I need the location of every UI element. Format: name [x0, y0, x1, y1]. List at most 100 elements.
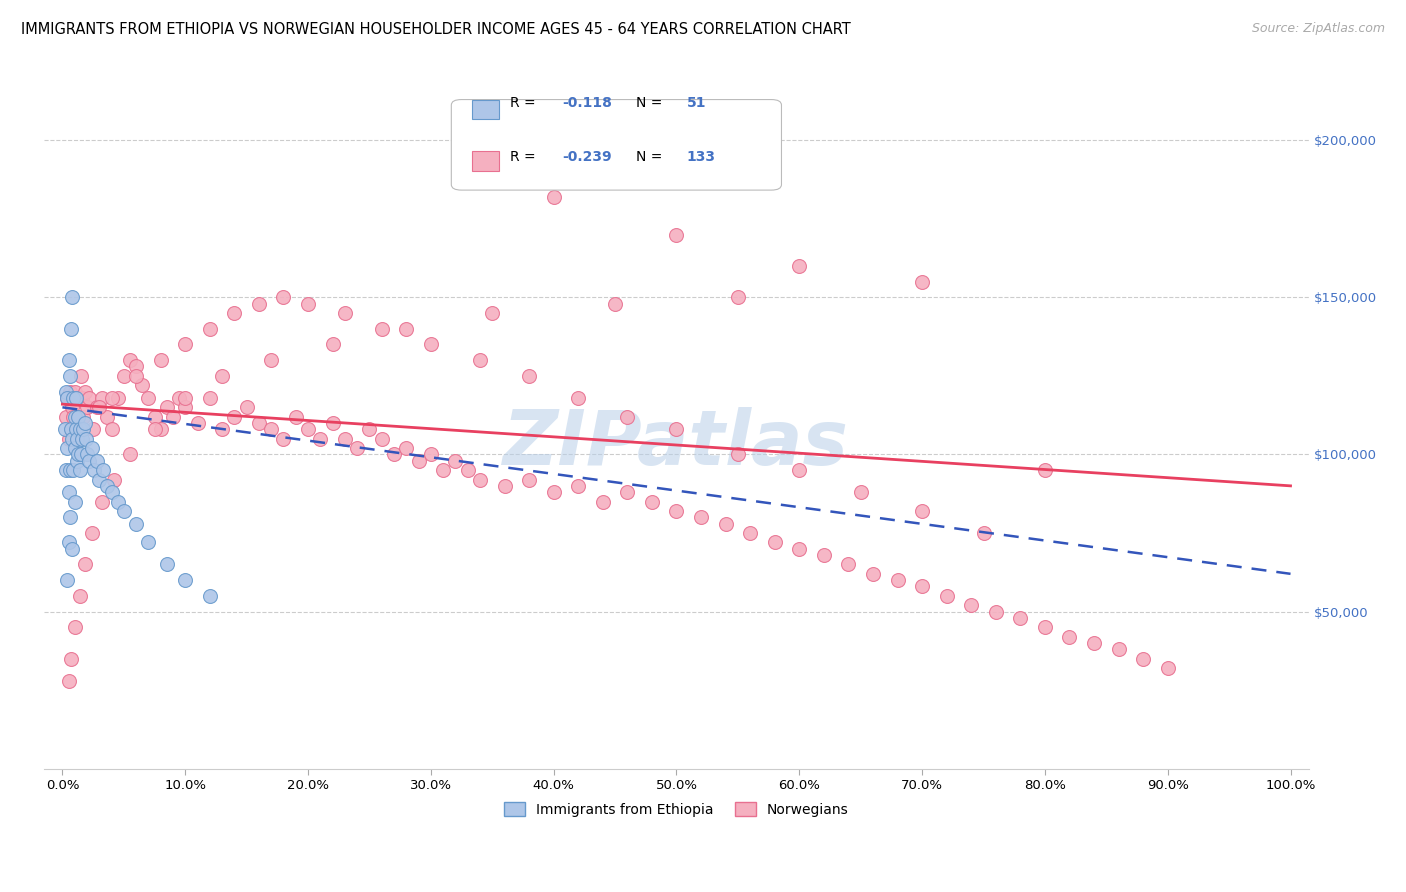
Point — [740, 526, 762, 541]
Point — [665, 422, 688, 436]
Point — [149, 353, 172, 368]
Point — [911, 579, 934, 593]
Point — [419, 447, 441, 461]
Point — [727, 290, 749, 304]
Point — [322, 337, 344, 351]
Point — [395, 322, 418, 336]
Point — [665, 227, 688, 242]
Point — [260, 353, 283, 368]
Point — [76, 401, 98, 415]
Point — [911, 504, 934, 518]
Point — [616, 409, 638, 424]
Point — [67, 447, 90, 461]
Point — [60, 401, 83, 415]
Point — [58, 432, 80, 446]
Point — [90, 391, 112, 405]
Point — [60, 422, 83, 436]
Point — [143, 409, 166, 424]
Point — [260, 422, 283, 436]
Point — [76, 447, 98, 461]
Point — [432, 463, 454, 477]
Point — [198, 391, 221, 405]
Point — [86, 454, 108, 468]
Point — [112, 368, 135, 383]
Text: R =: R = — [509, 96, 540, 110]
Point — [714, 516, 737, 531]
Point — [66, 432, 89, 446]
Point — [247, 296, 270, 310]
Point — [517, 368, 540, 383]
Text: 133: 133 — [686, 150, 716, 164]
Point — [174, 573, 197, 587]
FancyBboxPatch shape — [451, 100, 782, 190]
Point — [62, 391, 84, 405]
Point — [69, 447, 91, 461]
Point — [211, 422, 233, 436]
Point — [886, 573, 908, 587]
Point — [813, 548, 835, 562]
Point — [125, 516, 148, 531]
Point — [1010, 611, 1032, 625]
Point — [118, 447, 141, 461]
Point — [333, 432, 356, 446]
Point — [543, 190, 565, 204]
Point — [55, 463, 77, 477]
Point — [89, 473, 111, 487]
Point — [543, 485, 565, 500]
Point — [1108, 642, 1130, 657]
Point — [297, 296, 319, 310]
Point — [62, 409, 84, 424]
FancyBboxPatch shape — [471, 100, 499, 119]
Point — [103, 473, 125, 487]
Point — [72, 409, 94, 424]
Point — [60, 422, 83, 436]
Point — [174, 391, 197, 405]
Point — [690, 510, 713, 524]
Point — [984, 605, 1007, 619]
Text: IMMIGRANTS FROM ETHIOPIA VS NORWEGIAN HOUSEHOLDER INCOME AGES 45 - 64 YEARS CORR: IMMIGRANTS FROM ETHIOPIA VS NORWEGIAN HO… — [21, 22, 851, 37]
Point — [849, 485, 872, 500]
Text: ZIPatlas: ZIPatlas — [503, 407, 849, 481]
Point — [63, 494, 86, 508]
FancyBboxPatch shape — [471, 152, 499, 170]
Point — [59, 463, 82, 477]
Point — [273, 432, 295, 446]
Point — [763, 535, 786, 549]
Text: N =: N = — [636, 96, 666, 110]
Point — [53, 422, 76, 436]
Legend: Immigrants from Ethiopia, Norwegians: Immigrants from Ethiopia, Norwegians — [498, 795, 855, 824]
Point — [118, 353, 141, 368]
Point — [346, 441, 368, 455]
Point — [79, 391, 101, 405]
Point — [59, 384, 82, 399]
Point — [138, 391, 160, 405]
Point — [787, 541, 810, 556]
Point — [911, 275, 934, 289]
Point — [862, 566, 884, 581]
Text: 51: 51 — [686, 96, 706, 110]
Point — [73, 558, 96, 572]
Point — [395, 441, 418, 455]
Point — [973, 526, 995, 541]
Point — [100, 391, 122, 405]
Point — [359, 422, 381, 436]
Point — [468, 473, 491, 487]
Point — [58, 673, 80, 688]
Point — [79, 454, 101, 468]
Point — [198, 589, 221, 603]
Point — [90, 494, 112, 508]
Point — [1157, 661, 1180, 675]
Point — [107, 391, 129, 405]
Point — [935, 589, 957, 603]
Point — [567, 479, 589, 493]
Point — [444, 454, 467, 468]
Point — [80, 526, 103, 541]
Text: R =: R = — [509, 150, 540, 164]
Point — [371, 432, 394, 446]
Point — [58, 535, 80, 549]
Point — [156, 401, 179, 415]
Point — [174, 337, 197, 351]
Point — [382, 447, 405, 461]
Point — [481, 306, 503, 320]
Point — [83, 463, 105, 477]
